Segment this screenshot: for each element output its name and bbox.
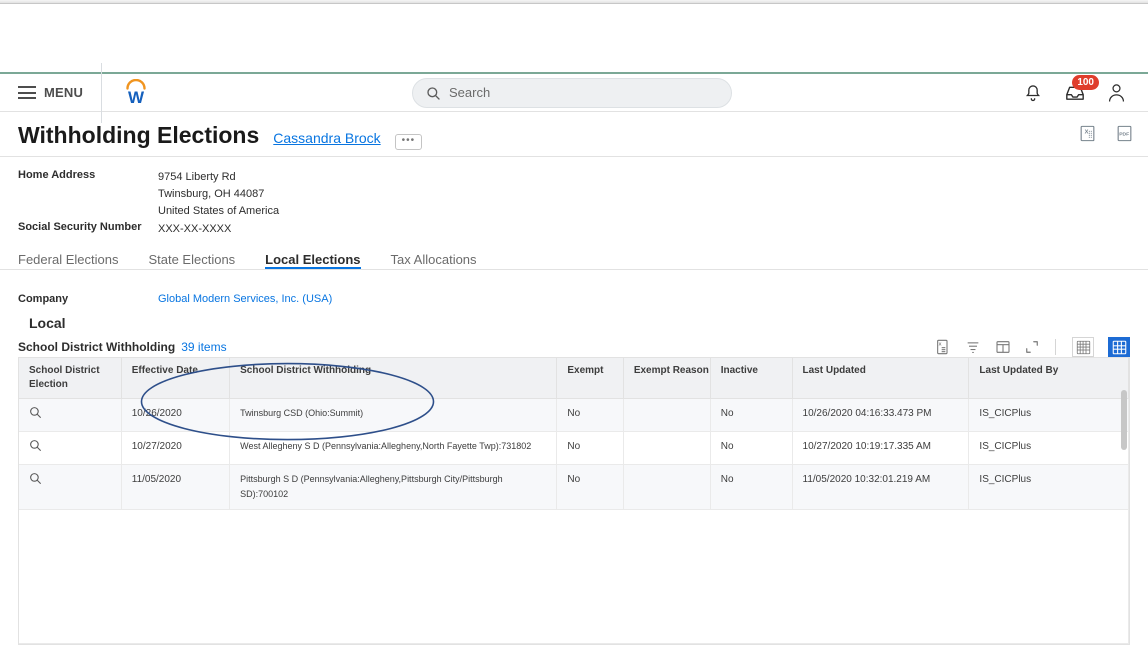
svg-text:X: X — [1085, 130, 1089, 136]
svg-text:X: X — [939, 342, 942, 347]
svg-text:PDF: PDF — [1119, 131, 1129, 137]
svg-text:W: W — [128, 88, 145, 106]
